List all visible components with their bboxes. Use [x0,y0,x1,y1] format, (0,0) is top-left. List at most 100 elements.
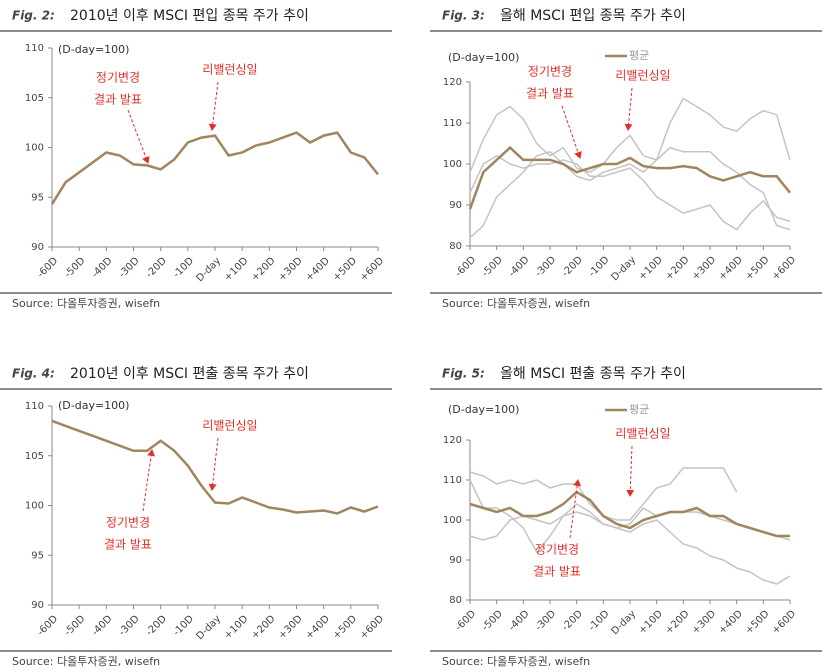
chart-title: 2010년 이후 MSCI 편입 종목 주가 추이 [70,8,309,24]
x-tick-label: -30D [117,613,142,638]
y-tick-label: 80 [449,595,462,606]
x-tick-label: -50D [480,608,505,633]
x-tick-label: -60D [453,254,478,279]
x-tick-label: +30D [277,613,305,641]
x-tick-label: -30D [533,608,558,633]
source: Source: 다올투자증권, wisefn [442,655,590,668]
chart-title: 올해 MSCI 편출 종목 주가 추이 [500,366,686,382]
legend-label: 평균 [629,49,649,62]
x-tick-label: -30D [117,255,142,280]
annotation: 리밸런싱일 [615,427,670,441]
y-tick-label: 120 [443,435,462,446]
x-tick-label: -10D [587,254,612,279]
unit-note: (D-day=100) [448,403,519,416]
unit-note: (D-day=100) [58,399,129,412]
annotation-arrow [561,105,582,159]
y-tick-label: 110 [443,475,462,486]
x-tick-label: -60D [453,608,478,633]
x-tick-label: -40D [90,255,115,280]
annotation: 리밸런싱일 [202,419,257,433]
x-tick-label: +40D [304,613,332,641]
x-tick-label: -10D [587,608,612,633]
x-tick-label: +60D [358,613,386,641]
annotation: 리밸런싱일 [202,63,257,77]
x-tick-label: +40D [717,254,745,282]
y-tick-label: 100 [443,159,462,170]
panel: Fig. 2: 2010년 이후 MSCI 편입 종목 주가 추이 Source: … [0,8,392,310]
annotation-arrow [624,87,633,131]
y-tick-label: 120 [443,77,462,88]
x-tick-label: +60D [358,255,386,283]
x-tick-label: -20D [560,608,585,633]
x-tick-label: D-day [609,608,638,637]
y-tick-label: 90 [31,242,44,253]
chart-title: 올해 MSCI 편입 종목 주가 추이 [500,8,686,24]
annotation: 결과 발표 [94,93,142,107]
chart-title: 2010년 이후 MSCI 편출 종목 주가 추이 [70,366,309,382]
x-tick-label: +20D [249,255,277,283]
y-tick-label: 80 [449,241,462,252]
stock-line [50,131,379,205]
average-line [468,145,791,210]
x-tick-label: +50D [331,255,359,283]
figure-label: Fig. 5: [442,367,485,381]
x-tick-label: +40D [717,608,745,636]
y-tick-label: 100 [25,501,44,512]
unit-note: (D-day=100) [448,51,519,64]
y-tick-label: 90 [449,200,462,211]
stock-line [469,154,791,231]
figure-label: Fig. 2: [12,9,55,23]
x-tick-label: +20D [663,608,691,636]
y-tick-label: 110 [25,43,44,54]
y-tick-label: 95 [31,550,44,561]
annotation: 리밸런싱일 [615,69,670,83]
annotation-arrow [626,445,635,497]
x-tick-label: +60D [770,608,798,636]
x-tick-label: -60D [35,613,60,638]
x-tick-label: -50D [63,255,88,280]
y-tick-label: 100 [25,143,44,154]
average-line [469,490,790,538]
x-tick-label: +30D [690,254,718,282]
x-tick-label: -20D [560,254,585,279]
stock-line [469,146,791,239]
x-tick-label: +20D [249,613,277,641]
x-tick-label: +60D [770,254,798,282]
annotation-arrow [127,109,150,164]
x-tick-label: +30D [277,255,305,283]
figure-label: Fig. 3: [442,9,485,23]
x-tick-label: +10D [637,608,665,636]
x-tick-label: -30D [533,254,558,279]
x-tick-label: D-day [609,254,638,283]
x-tick-label: +30D [690,608,718,636]
panel: Fig. 3: 올해 MSCI 편입 종목 주가 추이 Source: 다올투자증권… [430,8,822,310]
y-tick-label: 95 [31,192,44,203]
panel: Fig. 4: 2010년 이후 MSCI 편출 종목 주가 추이 Source: … [0,366,392,668]
source: Source: 다올투자증권, wisefn [12,297,160,310]
x-tick-label: -60D [35,255,60,280]
x-tick-label: +20D [663,254,691,282]
x-tick-label: +10D [222,255,250,283]
annotation-arrow [208,437,219,491]
x-tick-label: -40D [507,254,532,279]
source: Source: 다올투자증권, wisefn [12,655,160,668]
x-tick-label: -40D [507,608,532,633]
annotation: 결과 발표 [533,565,581,579]
panel: Fig. 5: 올해 MSCI 편출 종목 주가 추이 Source: 다올투자증권… [430,366,822,668]
y-tick-label: 110 [25,401,44,412]
annotation: 결과 발표 [104,538,152,552]
annotation: 정기변경 [106,516,150,530]
stock-line [469,479,791,554]
figure-label: Fig. 4: [12,367,55,381]
x-tick-label: -50D [480,254,505,279]
y-tick-label: 105 [25,451,44,462]
x-tick-label: +10D [222,613,250,641]
annotation: 결과 발표 [526,87,574,101]
x-tick-label: +10D [637,254,665,282]
x-tick-label: +40D [304,255,332,283]
source: Source: 다올투자증권, wisefn [442,297,590,310]
y-tick-label: 105 [25,93,44,104]
stock-line [469,97,791,174]
x-tick-label: D-day [194,255,223,284]
